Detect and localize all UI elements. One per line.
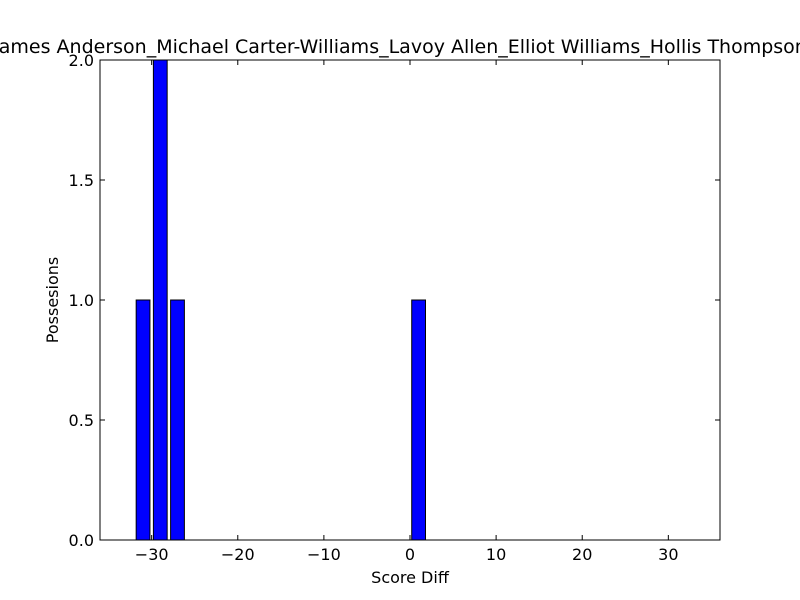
y-tick-label: 1.0 — [69, 291, 94, 310]
bars-group — [100, 59, 720, 541]
bar-0 — [135, 299, 151, 541]
x-tick-label: 0 — [405, 545, 415, 564]
ticks-group: −30 −20 −10 0 10 20 30 0.0 0.5 1.0 1.5 2.0 — [69, 51, 720, 564]
bar-1 — [152, 59, 168, 541]
y-tick-label: 2.0 — [69, 51, 94, 70]
plot-frame — [99, 59, 721, 541]
chart-title: James Anderson_Michael Carter-Williams_L… — [0, 36, 800, 58]
y-tick-label: 0.0 — [69, 531, 94, 550]
x-tick-label: −10 — [307, 545, 341, 564]
bar-3 — [411, 299, 427, 541]
x-tick-label: −30 — [135, 545, 169, 564]
y-tick-label: 0.5 — [69, 411, 94, 430]
x-tick-label: 20 — [572, 545, 592, 564]
y-tick-label: 1.5 — [69, 171, 94, 190]
x-tick-label: 10 — [486, 545, 506, 564]
bar-2 — [170, 299, 185, 541]
x-axis-label: Score Diff — [371, 568, 450, 587]
x-tick-label: 30 — [658, 545, 678, 564]
x-tick-label: −20 — [221, 545, 255, 564]
y-axis-label: Possesions — [43, 257, 62, 343]
